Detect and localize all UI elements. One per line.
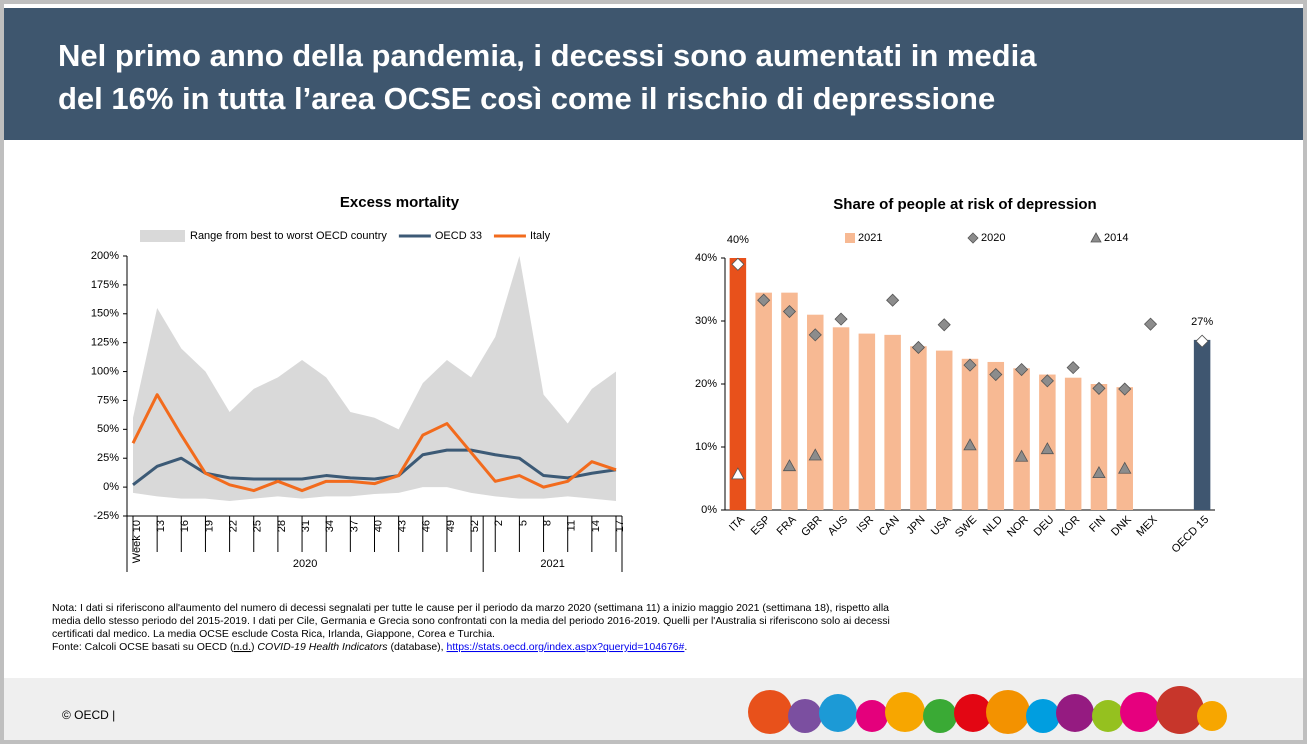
legend-label: 2021 (858, 232, 882, 244)
bar (755, 293, 772, 510)
x-tick-label: 11 (566, 520, 578, 531)
legend-label: 2014 (1104, 232, 1128, 244)
bar (1065, 378, 1082, 510)
x-tick-label: 49 (445, 520, 457, 532)
header-title: del 16% in tutta l’area OCSE così come i… (58, 81, 995, 116)
x-tick-label: 31 (300, 520, 312, 532)
y-tick-label: 0% (701, 504, 717, 516)
header-bar (4, 8, 1303, 140)
x-tick-label: Week 10 (131, 520, 143, 563)
chart-title: Excess mortality (340, 194, 460, 211)
y-tick-label: 125% (91, 337, 119, 349)
y-tick-label: 30% (695, 315, 717, 327)
source-title: COVID-19 Health Indicators (257, 641, 388, 653)
legend-swatch (140, 230, 185, 242)
bar (807, 315, 824, 510)
y-tick-label: 100% (91, 365, 119, 377)
chart-title: Share of people at risk of depression (833, 196, 1096, 213)
x-tick-label: 25 (252, 520, 264, 532)
y-tick-label: 0% (103, 481, 119, 493)
legend-label: 2020 (981, 232, 1005, 244)
x-tick-label: 37 (348, 520, 360, 532)
x-tick-label: 17 (614, 520, 626, 532)
source: Fonte: Calcoli OCSE basati su OECD (n.d.… (52, 641, 687, 653)
legend-swatch (845, 233, 855, 243)
copyright: © OECD | (62, 708, 115, 722)
bar (833, 327, 850, 510)
year-label: 2020 (293, 558, 317, 570)
legend-label: Italy (530, 230, 551, 242)
source-text: . (684, 641, 687, 653)
y-tick-label: 200% (91, 250, 119, 262)
source-link[interactable]: https://stats.oecd.org/index.aspx?queryi… (447, 641, 685, 653)
legend-label: OECD 33 (435, 230, 482, 242)
slide: Nel primo anno della pandemia, i decessi… (0, 0, 1307, 744)
x-tick-label: 5 (517, 520, 529, 526)
x-tick-label: 40 (372, 520, 384, 532)
x-tick-label: 43 (397, 520, 409, 532)
x-tick-label: 52 (469, 520, 481, 532)
legend-label: Range from best to worst OECD country (190, 230, 387, 242)
y-tick-label: 150% (91, 308, 119, 320)
source-text: (database), (388, 641, 447, 653)
bar (962, 359, 979, 510)
bar (1013, 368, 1030, 510)
y-tick-label: -25% (93, 510, 119, 522)
bar (910, 346, 927, 510)
y-tick-label: 10% (695, 441, 717, 453)
bar (1091, 384, 1108, 510)
x-tick-label: 16 (179, 520, 191, 532)
bar (859, 334, 876, 510)
note: certificati dal medico. La media OCSE es… (52, 628, 495, 640)
x-tick-label: 8 (541, 520, 553, 526)
x-tick-label: 34 (324, 520, 336, 532)
bar (1194, 340, 1211, 510)
bar (936, 351, 953, 510)
x-tick-label: 14 (590, 520, 602, 532)
x-tick-label: 46 (421, 520, 433, 532)
x-tick-label: 28 (276, 520, 288, 532)
value-label: 40% (727, 234, 749, 246)
note: media dello stesso periodo del 2015-2019… (52, 615, 890, 627)
y-tick-label: 20% (695, 378, 717, 390)
y-tick-label: 175% (91, 279, 119, 291)
x-tick-label: 19 (203, 520, 215, 532)
x-tick-label: 22 (228, 520, 240, 532)
value-label: 27% (1191, 316, 1213, 328)
x-tick-label: 13 (155, 520, 167, 532)
source-ref: n.d. (233, 641, 251, 653)
bar (884, 335, 901, 510)
bar (781, 293, 798, 510)
y-tick-label: 25% (97, 452, 119, 464)
y-tick-label: 40% (695, 252, 717, 264)
bar (988, 362, 1005, 510)
year-label: 2021 (540, 558, 564, 570)
source-text: Fonte: Calcoli OCSE basati su OECD ( (52, 641, 234, 653)
header-title: Nel primo anno della pandemia, i decessi… (58, 38, 1037, 73)
note: Nota: I dati si riferiscono all'aumento … (52, 602, 889, 614)
x-tick-label: 2 (493, 520, 505, 526)
y-tick-label: 50% (97, 423, 119, 435)
y-tick-label: 75% (97, 394, 119, 406)
bar (1116, 387, 1133, 510)
